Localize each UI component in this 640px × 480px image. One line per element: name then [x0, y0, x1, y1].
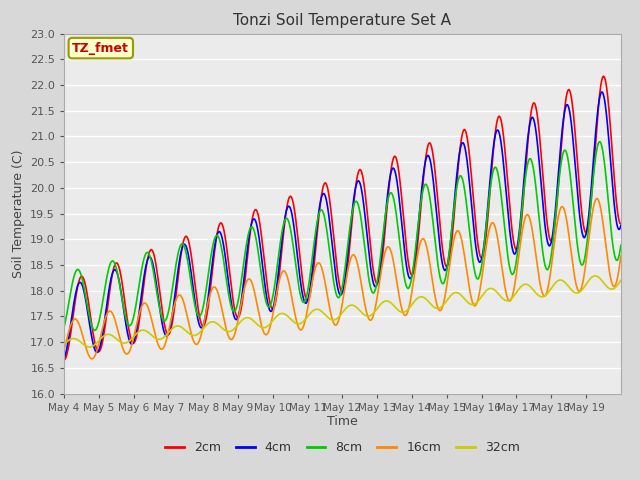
Y-axis label: Soil Temperature (C): Soil Temperature (C): [12, 149, 24, 278]
Legend: 2cm, 4cm, 8cm, 16cm, 32cm: 2cm, 4cm, 8cm, 16cm, 32cm: [160, 436, 525, 459]
Title: Tonzi Soil Temperature Set A: Tonzi Soil Temperature Set A: [234, 13, 451, 28]
X-axis label: Time: Time: [327, 415, 358, 429]
Text: TZ_fmet: TZ_fmet: [72, 42, 129, 55]
